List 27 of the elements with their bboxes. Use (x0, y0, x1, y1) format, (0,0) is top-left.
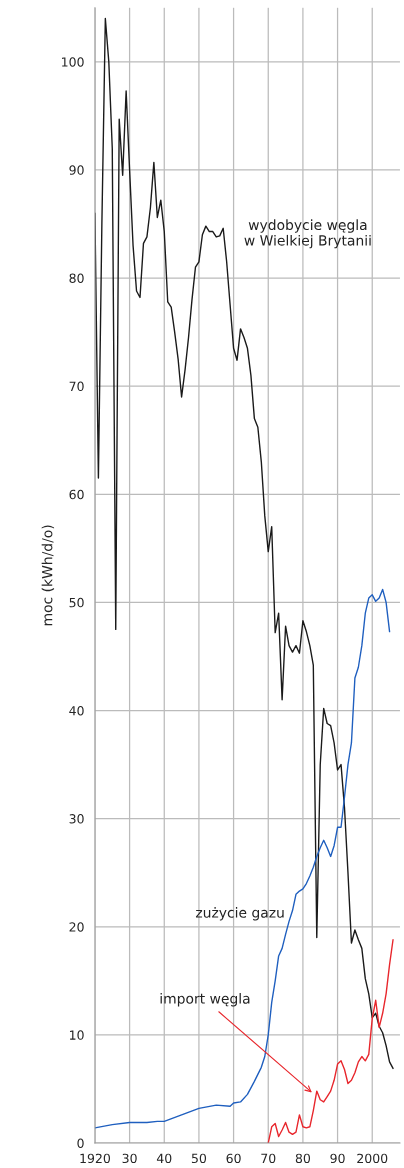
x-tick-label: 40 (156, 1153, 172, 1164)
series-label: wydobycie węgla w Wielkiej Brytanii (244, 219, 371, 249)
text: import węgla (160, 993, 250, 1007)
x-tick-label: 80 (295, 1153, 311, 1164)
y-tick-label: 90 (69, 165, 84, 175)
series-label: zużycie gazu (195, 907, 284, 921)
y-tick-label: 40 (69, 705, 84, 716)
y-tick-label: 100 (62, 57, 84, 67)
y-tick-label: 80 (69, 273, 84, 283)
y-tick-label: 10 (69, 1030, 84, 1040)
y-tick-label: 30 (69, 814, 84, 824)
y-tick-label: 50 (69, 597, 84, 608)
x-tick-label: 1920 (80, 1153, 111, 1164)
line-series (267, 939, 394, 1143)
y-tick-label: 0 (77, 1138, 84, 1148)
y-tick-label: 60 (69, 489, 84, 500)
x-tick-label: 90 (330, 1153, 345, 1164)
x-tick-label: 60 (226, 1153, 241, 1164)
line-series (94, 588, 391, 1129)
x-tick-label: 30 (122, 1153, 137, 1164)
y-tick-label: 70 (69, 381, 84, 392)
x-tick-label: 2000 (357, 1153, 388, 1164)
x-tick-label: 70 (261, 1153, 276, 1164)
line-series (94, 17, 394, 1070)
y-tick-label: 20 (69, 922, 84, 932)
x-tick-label: 50 (191, 1153, 207, 1164)
y-axis-title: moc (kWh/d/o) (41, 525, 55, 626)
